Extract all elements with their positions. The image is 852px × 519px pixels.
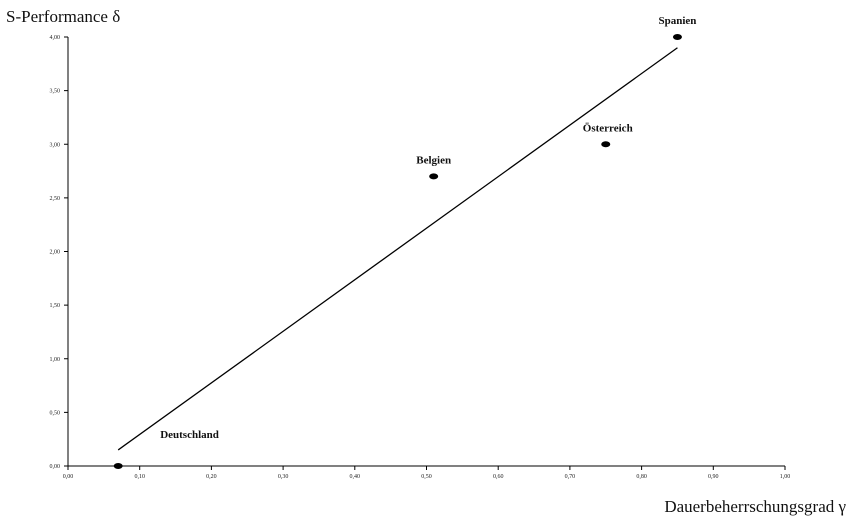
y-tick-label: 1,00 [50, 357, 61, 363]
y-axis-title: S-Performance δ [6, 7, 120, 26]
x-tick-label: 0,50 [421, 474, 432, 480]
y-tick-label: 2,00 [50, 250, 61, 256]
x-tick-label: 1,00 [780, 474, 791, 480]
x-tick-label: 0,10 [134, 474, 145, 480]
y-tick-label: 3,00 [50, 142, 61, 148]
y-tick-label: 2,50 [50, 196, 61, 202]
x-tick-label: 0,80 [636, 474, 647, 480]
data-point-marker [601, 141, 611, 148]
y-tick-label: 1,50 [50, 303, 61, 309]
x-tick-label: 0,70 [565, 474, 576, 480]
x-tick-label: 0,30 [278, 474, 289, 480]
data-point-label: Österreich [583, 121, 633, 134]
x-tick-label: 0,00 [63, 474, 74, 480]
y-tick-label: 0,00 [50, 464, 61, 470]
data-point-label: Belgien [416, 154, 451, 166]
data-point-marker [672, 34, 682, 40]
trend-line [117, 47, 678, 451]
data-point-marker [429, 173, 439, 180]
x-tick-label: 0,60 [493, 474, 504, 480]
x-axis-title: Dauerbeherrschungsgrad γ [664, 497, 846, 516]
x-tick-label: 0,40 [350, 474, 361, 480]
y-tick-label: 4,00 [50, 35, 61, 41]
y-tick-label: 3,50 [50, 89, 61, 95]
x-tick-label: 0,90 [708, 474, 719, 480]
data-point-label: Deutschland [160, 429, 219, 441]
x-tick-label: 0,20 [206, 474, 217, 480]
data-point-label: Spanien [658, 15, 696, 27]
y-tick-label: 0,50 [50, 410, 61, 416]
data-point-marker [113, 463, 123, 469]
